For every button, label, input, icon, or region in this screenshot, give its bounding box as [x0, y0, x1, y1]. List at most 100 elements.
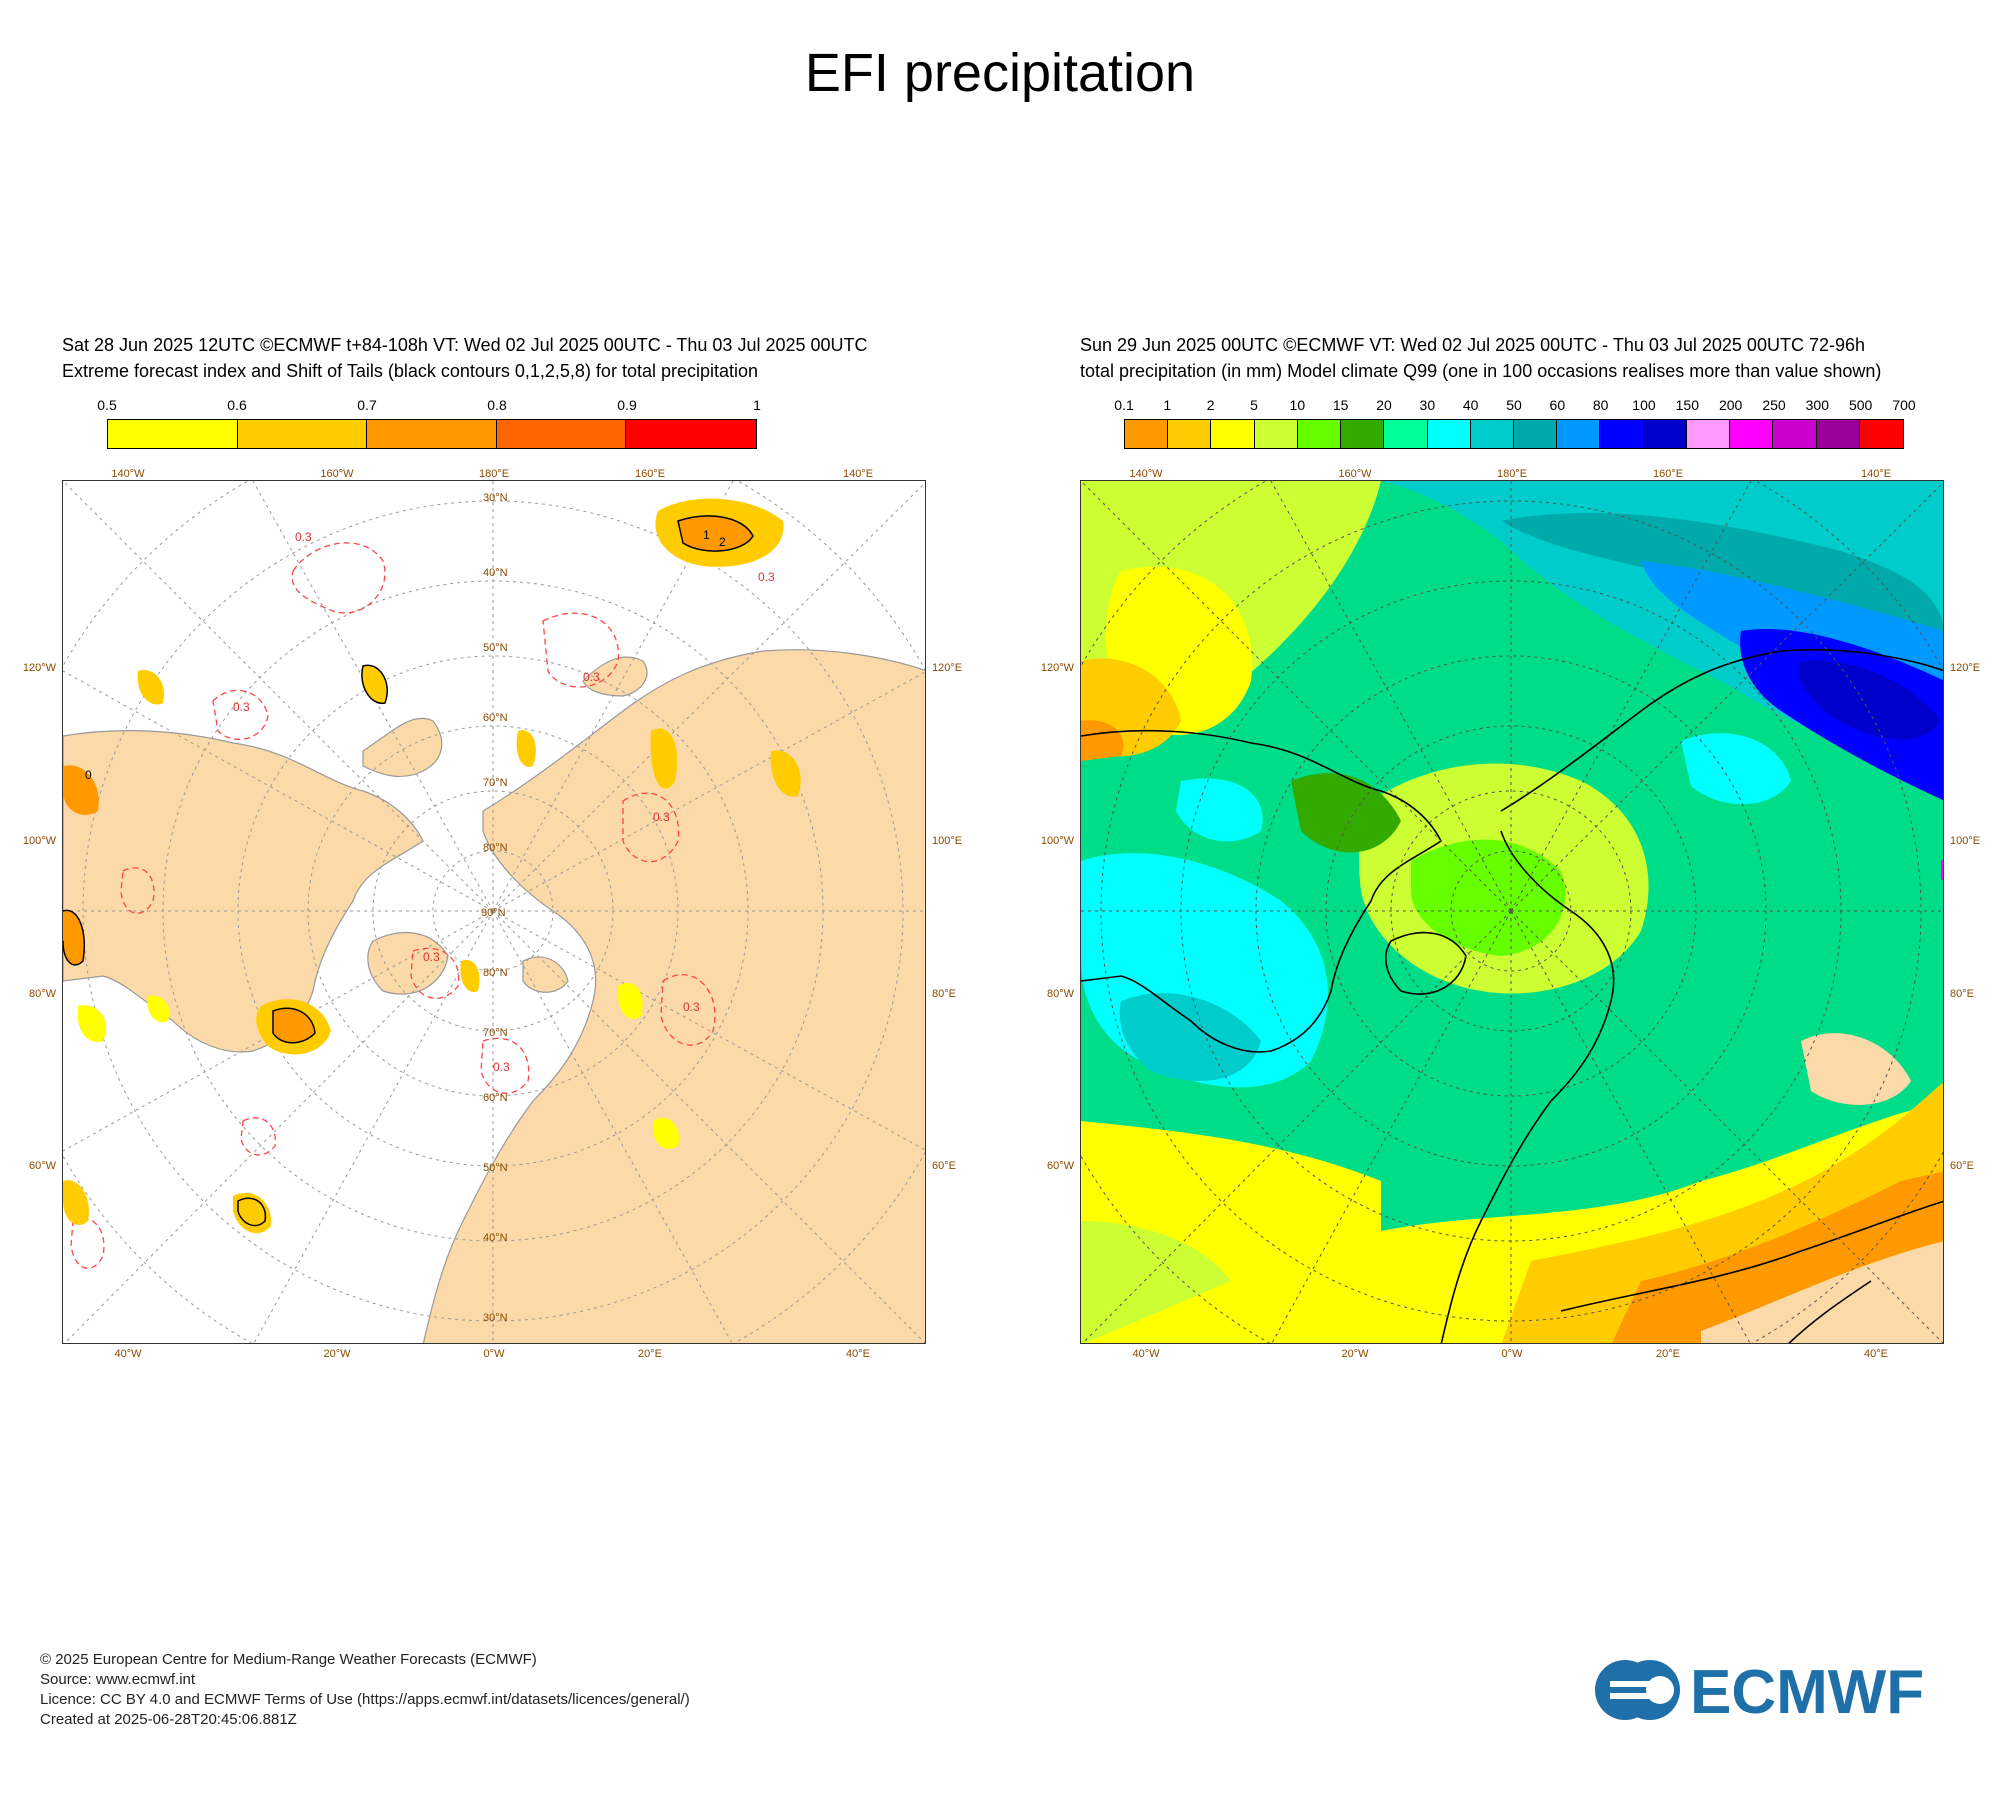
q99-colorbar-swatch: [1816, 420, 1860, 448]
efi-colorbar-swatch: [237, 420, 368, 448]
q99-panel: Sun 29 Jun 2025 00UTC ©ECMWF VT: Wed 02 …: [1080, 335, 1960, 1360]
lon-label: 140°E: [1860, 468, 1892, 480]
efi-colorbar-swatch: [496, 420, 627, 448]
q99-colorbar-tick: 20: [1376, 397, 1392, 413]
page-title: EFI precipitation: [804, 43, 1196, 103]
copyright-footer: © 2025 European Centre for Medium-Range …: [40, 1650, 690, 1730]
contour-label: 0.3: [423, 950, 440, 964]
lon-label: 160°E: [634, 468, 666, 480]
q99-colorbar-tick: 100: [1632, 397, 1656, 413]
grid-lat-label: 60°N: [483, 712, 508, 724]
q99-colorbar-tick: 1: [1163, 397, 1172, 413]
lon-label: 20°E: [1656, 1348, 1680, 1360]
footer-created: Created at 2025-06-28T20:45:06.881Z: [40, 1711, 297, 1728]
efi-header-line1: Sat 28 Jun 2025 12UTC ©ECMWF t+84-108h V…: [62, 335, 868, 355]
footer-licence: Licence: CC BY 4.0 and ECMWF Terms of Us…: [40, 1691, 690, 1708]
lon-label: 40°E: [846, 1348, 870, 1360]
q99-colorbar-tick: 40: [1462, 397, 1479, 413]
q99-colorbar-swatch: [1427, 420, 1471, 448]
q99-colorbar-tick: 150: [1675, 397, 1700, 413]
lon-label: 40°W: [114, 1348, 142, 1360]
q99-colorbar-swatch: [1297, 420, 1342, 448]
grid-lat-label: 40°N: [483, 567, 508, 579]
lon-label: 20°W: [323, 1348, 351, 1360]
q99-colorbar-swatch: [1341, 420, 1385, 448]
lat-label: 120°E: [932, 662, 963, 674]
contour-label: 0: [85, 768, 92, 782]
q99-colorbar-swatch: [1600, 420, 1644, 448]
lat-label: 60°W: [1046, 1160, 1074, 1172]
lon-label: 140°W: [1129, 468, 1163, 480]
lon-label: 180°E: [478, 468, 510, 480]
efi-map[interactable]: 0.3 0.3 0.3 0.3 0.3 0.3 0.3 0.3 2 1 0 30…: [62, 480, 926, 1344]
q99-colorbar-tick: 0.1: [1114, 397, 1134, 413]
lon-label: 160°W: [320, 468, 354, 480]
grid-lat-label: 80°N: [483, 842, 508, 854]
q99-colorbar-tick: 50: [1506, 397, 1522, 413]
q99-colorbar-swatch: [1686, 420, 1731, 448]
lat-label: 100°W: [22, 835, 56, 847]
q99-colorbar-tick: 80: [1592, 397, 1609, 413]
q99-colorbar-tick: 60: [1549, 397, 1566, 413]
lon-label: 20°W: [1341, 1348, 1369, 1360]
q99-colorbar-tick: 250: [1762, 397, 1786, 413]
grid-lat-label: 30°N: [483, 1312, 508, 1324]
q99-colorbar-swatch: [1773, 420, 1817, 448]
lat-label: 80°E: [1950, 988, 1974, 1000]
q99-colorbar-tick: 15: [1332, 397, 1349, 413]
grid-lat-label: 90°N: [481, 907, 506, 919]
contour-label: 0.3: [653, 810, 670, 824]
q99-colorbar-labels: 0.1 1 2 5 10 15 20 30 40 50 60 80 100 150 200 250 300 500…: [1114, 397, 1915, 415]
efi-contour-labels: 0.3 0.3 0.3 0.3 0.3 0.3 0.3 0.3: [233, 530, 775, 1074]
efi-colorbar-labels: 0.5 0.6 0.7 0.8 0.9 1: [97, 397, 761, 415]
q99-colorbar-tick: 300: [1805, 397, 1830, 413]
contour-label: 0.3: [758, 570, 775, 584]
q99-colorbar-swatch: [1557, 420, 1601, 448]
q99-colorbar-tick: 700: [1892, 397, 1916, 413]
lat-label: 100°E: [932, 835, 963, 847]
q99-colorbar-tick: 200: [1718, 397, 1743, 413]
grid-lat-label: 50°N: [483, 1162, 508, 1174]
lon-label: 40°W: [1132, 1348, 1160, 1360]
lat-label: 120°W: [22, 662, 56, 674]
q99-colorbar-tick: 2: [1206, 397, 1215, 413]
q99-map[interactable]: [1080, 480, 1944, 1344]
q99-map-svg: [1081, 481, 1943, 1343]
efi-colorbar-tick: 0.5: [97, 397, 117, 413]
q99-colorbar-swatch: [1384, 420, 1428, 448]
efi-colorbar: [107, 419, 757, 449]
lon-label: 140°E: [842, 468, 874, 480]
ecmwf-logo[interactable]: ECMWF: [1590, 1655, 1960, 1727]
q99-colorbar-swatch: [1211, 420, 1255, 448]
contour-label: 0.3: [493, 1060, 510, 1074]
lon-label: 0°W: [483, 1348, 505, 1360]
q99-header-line2: total precipitation (in mm) Model climat…: [1080, 361, 1882, 381]
q99-colorbar-tick: 500: [1848, 397, 1873, 413]
q99-colorbar-swatch: [1513, 420, 1558, 448]
ecmwf-logo-icon: ECMWF: [1595, 1658, 1924, 1727]
efi-colorbar-tick: 0.7: [357, 397, 377, 413]
q99-header-line1: Sun 29 Jun 2025 00UTC ©ECMWF VT: Wed 02 …: [1080, 335, 1865, 355]
grid-lat-label: 80°N: [483, 967, 508, 979]
q99-colorbar-swatch: [1125, 420, 1169, 448]
efi-colorbar-swatch: [108, 420, 238, 448]
q99-colorbar-tick: 30: [1419, 397, 1436, 413]
lat-label: 120°E: [1950, 662, 1981, 674]
lat-label: 100°W: [1040, 835, 1074, 847]
lat-label: 100°E: [1950, 835, 1981, 847]
efi-colorbar-tick: 1: [753, 397, 761, 413]
grid-lat-label: 70°N: [483, 777, 508, 789]
q99-colorbar-swatch: [1643, 420, 1687, 448]
q99-colorbar-swatch: [1168, 420, 1212, 448]
efi-colorbar-swatch: [367, 420, 497, 448]
q99-colorbar: [1124, 419, 1904, 449]
lon-label: 180°E: [1496, 468, 1528, 480]
footer-copyright: © 2025 European Centre for Medium-Range …: [40, 1651, 537, 1668]
lat-label: 60°W: [28, 1160, 56, 1172]
lat-label: 60°E: [932, 1160, 956, 1172]
efi-colorbar-tick: 0.9: [617, 397, 637, 413]
lat-label: 80°W: [1046, 988, 1074, 1000]
lon-label: 40°E: [1864, 1348, 1888, 1360]
efi-map-svg: 0.3 0.3 0.3 0.3 0.3 0.3 0.3 0.3 2 1 0 30…: [63, 481, 925, 1343]
lat-label: 80°E: [932, 988, 956, 1000]
